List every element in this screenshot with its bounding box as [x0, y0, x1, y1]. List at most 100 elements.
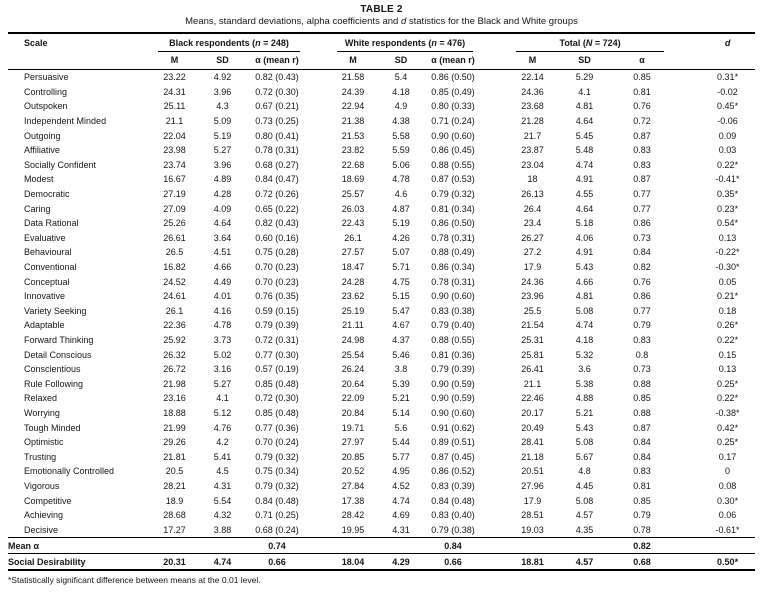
cell-black-alpha: 0.84 (0.47): [255, 174, 299, 185]
cell-white-m: 22.94: [341, 101, 365, 112]
cell-spacer: [481, 274, 508, 289]
cell-total-m: 22.14: [521, 72, 544, 83]
cell-white-m: 24.28: [341, 276, 365, 287]
header-spacer: [481, 33, 509, 70]
cell-white-alpha: 0.90 (0.60): [431, 407, 475, 418]
cell-spacer: [672, 304, 700, 319]
cell-spacer: [481, 406, 508, 421]
cell-empty: [672, 536, 701, 554]
cell-sd-label: Social Desirability: [8, 553, 150, 572]
cell-white-sd: 5.14: [392, 407, 410, 418]
table-row: Forward Thinking 25.92 3.73 0.72 (0.31) 24.9…: [8, 333, 755, 348]
cell-total-m: 28.51: [521, 510, 544, 521]
cell-white-m: 20.85: [341, 451, 365, 462]
cell-spacer: [308, 435, 329, 450]
column-header-black-sd: SD: [199, 52, 246, 70]
table-row: Decisive 17.27 3.88 0.68 (0.24) 19.95 4.31 0.7…: [8, 522, 755, 537]
cell-black-alpha: 0.68 (0.24): [255, 524, 299, 535]
cell-total-m: 27.96: [521, 480, 544, 491]
cell-total-m: 21.54: [521, 320, 544, 331]
cell-scale: Optimistic: [24, 437, 64, 448]
cell-black-m: 16.67: [163, 174, 186, 185]
cell-d: 0.06: [718, 510, 737, 521]
cell-total-alpha: 0.86: [633, 218, 651, 229]
table-row: Caring 27.09 4.09 0.65 (0.22) 26.03 4.87 0.81 …: [8, 201, 755, 216]
cell-d: 0.42*: [717, 422, 739, 433]
cell-black-sd: 5.27: [213, 378, 232, 389]
cell-black-alpha: 0.73 (0.25): [255, 116, 299, 127]
cell-black-sd: 5.54: [213, 495, 232, 506]
cell-scale: Democratic: [24, 189, 70, 200]
cell-total-mean-alpha: 0.82: [612, 536, 673, 554]
cell-spacer: [672, 435, 700, 450]
cell-total-alpha: 0.77: [633, 189, 651, 200]
cell-spacer: [481, 172, 508, 187]
cell-scale: Evaluative: [24, 232, 66, 243]
cell-scale: Tough Minded: [24, 422, 81, 433]
cell-white-sd: 5.4: [394, 72, 408, 83]
cell-scale: Adaptable: [24, 320, 65, 331]
cell-empty: [481, 536, 509, 554]
cell-white-alpha: 0.86 (0.45): [431, 145, 475, 156]
cell-total-sd: 4.1: [578, 86, 591, 97]
cell-white-m: 19.71: [341, 422, 365, 433]
cell-scale: Innovative: [24, 291, 66, 302]
cell-scale: Data Rational: [24, 218, 79, 229]
cell-black-alpha: 0.85 (0.48): [255, 378, 299, 389]
caption-d-symbol: d: [400, 16, 407, 27]
cell-spacer: [481, 318, 508, 333]
cell-black-alpha: 0.60 (0.16): [255, 232, 299, 243]
cell-spacer: [308, 114, 329, 129]
cell-total-alpha: 0.79: [633, 510, 651, 521]
cell-spacer: [672, 522, 700, 537]
cell-white-sd: 4.78: [392, 174, 410, 185]
cell-black-alpha: 0.77 (0.36): [255, 422, 299, 433]
cell-white-alpha: 0.86 (0.52): [431, 466, 475, 477]
table-caption: Means, standard deviations, alpha coeffi…: [0, 16, 763, 27]
cell-spacer: [481, 420, 508, 435]
cell-total-sd: 4.35: [575, 524, 594, 535]
cell-empty: [329, 536, 378, 554]
cell-spacer: [672, 216, 700, 231]
cell-spacer: [308, 216, 329, 231]
cell-spacer: [672, 347, 700, 362]
cell-white-alpha: 0.85 (0.49): [431, 86, 475, 97]
cell-black-sd: 3.88: [213, 524, 232, 535]
cell-d: 0.17: [718, 451, 737, 462]
cell-scale: Outspoken: [24, 101, 68, 112]
cell-total-alpha: 0.87: [633, 130, 651, 141]
cell-black-m: 26.61: [163, 232, 186, 243]
cell-white-alpha: 0.91 (0.62): [431, 422, 475, 433]
cell-total-sd: 5.38: [575, 378, 594, 389]
cell-spacer: [481, 128, 508, 143]
cell-white-sd: 4.6: [394, 189, 408, 200]
cell-total-m: 20.49: [521, 422, 544, 433]
cell-white-alpha: 0.88 (0.49): [431, 247, 475, 258]
cell-white-alpha: 0.86 (0.34): [431, 262, 475, 273]
table-number-title: TABLE 2: [360, 4, 403, 15]
cell-spacer: [308, 128, 329, 143]
cell-empty: [700, 536, 756, 554]
cell-spacer: [672, 493, 700, 508]
group-total-n-value: = 724): [592, 38, 621, 48]
cell-scale: Persuasive: [24, 72, 69, 83]
column-header-d: d: [700, 33, 756, 70]
cell-black-m: 18.88: [163, 407, 186, 418]
column-header-black-m: M: [150, 52, 199, 70]
cell-white-alpha: 0.78 (0.31): [431, 232, 475, 243]
group-black-n-symbol: n: [255, 38, 261, 48]
cell-black-alpha: 0.72 (0.30): [255, 86, 299, 97]
cell-white-m: 24.98: [341, 334, 365, 345]
cell-white-alpha: 0.86 (0.50): [431, 218, 475, 229]
cell-white-sd: 4.69: [392, 510, 410, 521]
cell-white-sd: 3.8: [394, 364, 408, 375]
cell-total-sd: 4.81: [575, 291, 594, 302]
cell-white-m: 28.42: [341, 510, 365, 521]
cell-white-sd: 4.29: [377, 553, 426, 572]
cell-black-mean-alpha: 0.74: [246, 536, 309, 554]
table-row: Adaptable 22.36 4.78 0.79 (0.39) 21.11 4.67 0.…: [8, 318, 755, 333]
cell-total-sd: 4.57: [557, 553, 613, 572]
cell-scale: Affiliative: [24, 145, 60, 156]
cell-d: 0.45*: [717, 101, 739, 112]
